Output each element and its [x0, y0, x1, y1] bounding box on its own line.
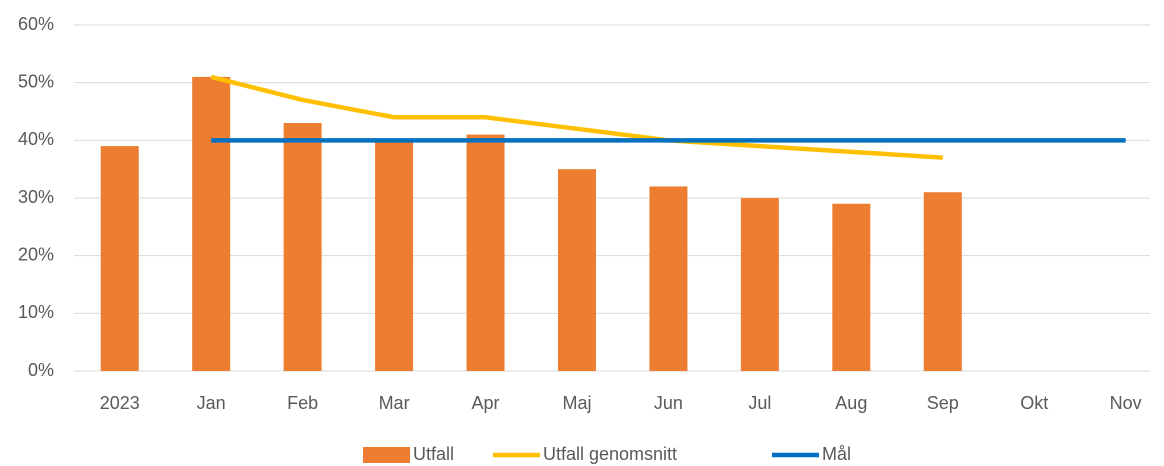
x-tick-label: 2023 [100, 393, 140, 413]
x-tick-label: Maj [562, 393, 591, 413]
x-tick-label: Aug [835, 393, 867, 413]
y-tick-label: 50% [18, 71, 54, 91]
bar [375, 140, 414, 371]
legend-swatch [363, 447, 410, 463]
y-tick-label: 40% [18, 129, 54, 149]
y-tick-label: 0% [28, 360, 54, 380]
y-tick-label: 30% [18, 187, 54, 207]
x-tick-label: Nov [1110, 393, 1142, 413]
x-tick-label: Jan [197, 393, 226, 413]
x-tick-label: Okt [1020, 393, 1048, 413]
x-tick-label: Sep [927, 393, 959, 413]
bar [923, 192, 962, 371]
bar [740, 198, 779, 371]
legend-label: Mål [822, 444, 851, 464]
legend-label: Utfall genomsnitt [543, 444, 677, 464]
bar [466, 134, 505, 371]
bar [832, 203, 871, 371]
x-tick-label: Apr [472, 393, 500, 413]
y-tick-label: 20% [18, 244, 54, 264]
bar [283, 123, 322, 372]
x-tick-label: Mar [379, 393, 410, 413]
y-tick-label: 60% [18, 14, 54, 34]
y-tick-label: 10% [18, 302, 54, 322]
x-tick-label: Jun [654, 393, 683, 413]
bar [100, 146, 139, 371]
legend-label: Utfall [413, 444, 454, 464]
bar [649, 186, 688, 371]
bar [557, 169, 596, 371]
x-tick-label: Feb [287, 393, 318, 413]
bar [192, 76, 231, 372]
x-tick-label: Jul [748, 393, 771, 413]
line [210, 74, 943, 160]
